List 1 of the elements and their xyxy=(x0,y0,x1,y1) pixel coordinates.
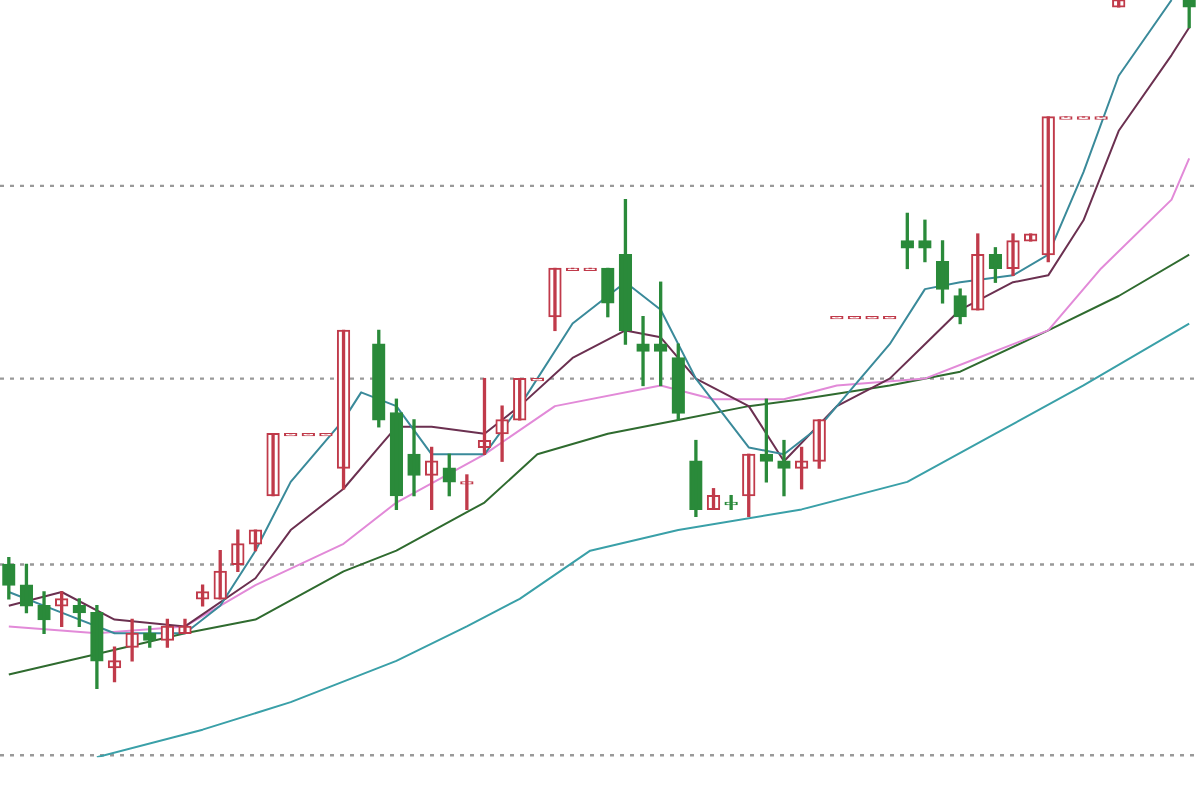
candlestick xyxy=(460,474,474,511)
